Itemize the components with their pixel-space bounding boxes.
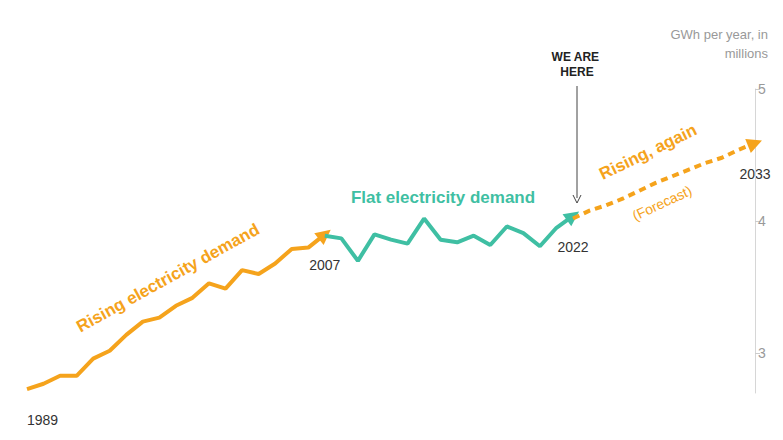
svg-text:GWh per year, in: GWh per year, in <box>670 27 768 42</box>
svg-text:Rising electricity demand: Rising electricity demand <box>73 219 263 337</box>
svg-text:5: 5 <box>758 81 766 97</box>
svg-text:Flat electricity demand: Flat electricity demand <box>351 188 535 207</box>
svg-text:4: 4 <box>758 213 766 229</box>
svg-text:3: 3 <box>758 345 766 361</box>
svg-text:2033: 2033 <box>739 166 771 183</box>
svg-text:HERE: HERE <box>560 65 593 79</box>
svg-text:WE ARE: WE ARE <box>552 50 603 64</box>
svg-text:Rising, again: Rising, again <box>596 120 699 183</box>
svg-text:2022: 2022 <box>557 239 588 255</box>
svg-text:(Forecast): (Forecast) <box>629 182 695 224</box>
svg-text:2007: 2007 <box>309 257 340 273</box>
svg-text:1989: 1989 <box>27 412 58 428</box>
svg-text:millions: millions <box>721 46 768 61</box>
